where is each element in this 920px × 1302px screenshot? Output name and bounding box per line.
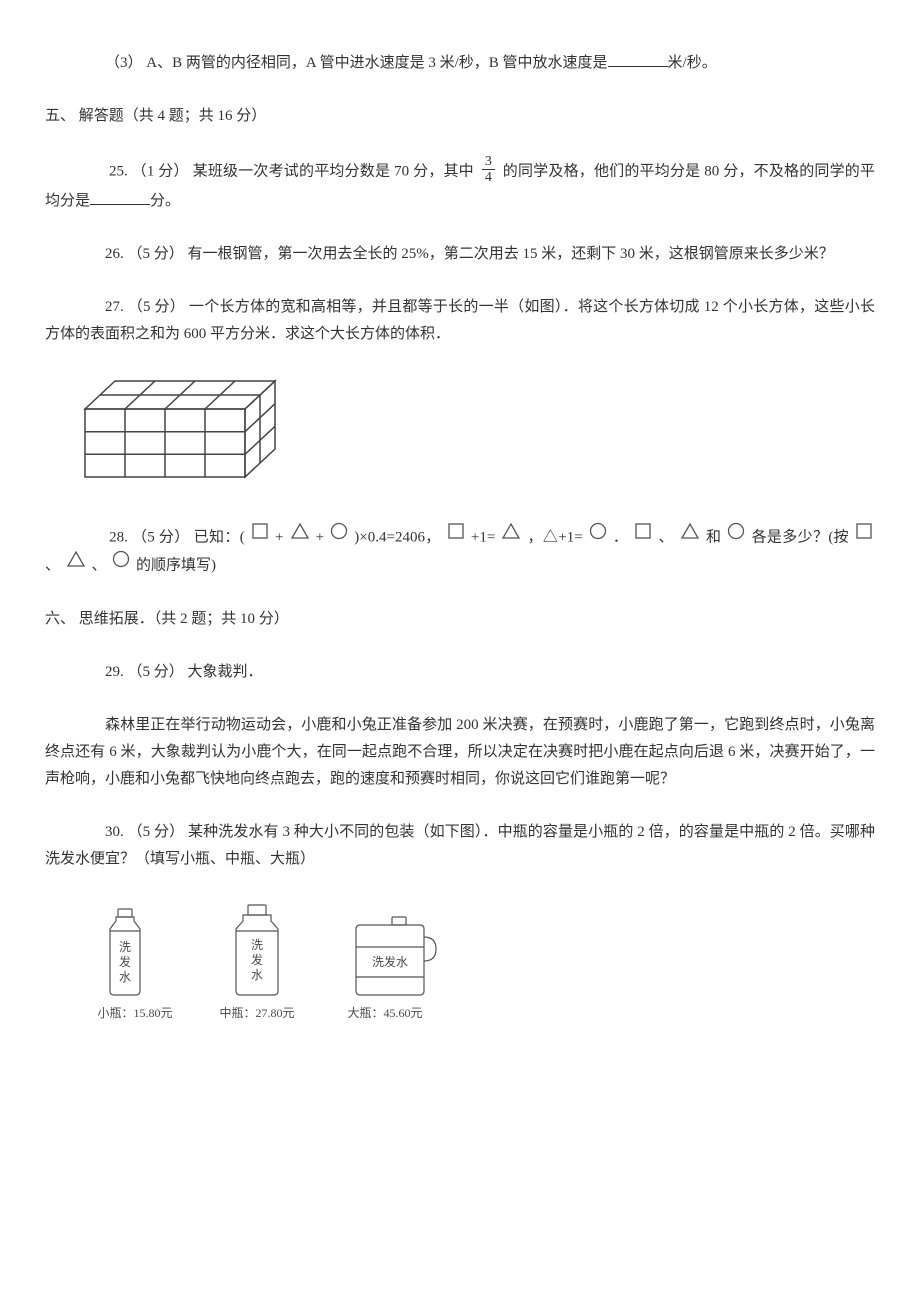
cuboid-figure	[80, 374, 875, 494]
square-icon	[447, 522, 465, 550]
svg-text:发: 发	[251, 952, 263, 967]
bottles-svg: 洗 发 水 小瓶：15.80元 洗 发 水 中瓶：27.80元 洗发水	[80, 899, 500, 1029]
svg-text:发: 发	[119, 954, 131, 969]
q24-3: （3） A、B 两管的内径相同，A 管中进水速度是 3 米/秒，B 管中放水速度…	[45, 50, 875, 77]
q27: 27. （5 分） 一个长方体的宽和高相等，并且都等于长的一半（如图）．将这个长…	[45, 294, 875, 348]
q28-e1: )×0.4=2406，	[354, 529, 440, 545]
q26: 26. （5 分） 有一根钢管，第一次用去全长的 25%，第二次用去 15 米，…	[45, 241, 875, 268]
bottles-figure: 洗 发 水 小瓶：15.80元 洗 发 水 中瓶：27.80元 洗发水	[80, 899, 875, 1039]
circle-icon	[727, 522, 745, 550]
q28-plus1: +	[275, 529, 288, 545]
circle-icon	[112, 550, 130, 578]
svg-text:水: 水	[119, 970, 131, 984]
triangle-icon	[680, 522, 700, 550]
q24-3-post: 米/秒。	[668, 55, 717, 71]
triangle-icon	[290, 522, 310, 550]
q25-post: 分。	[150, 193, 180, 209]
svg-text:水: 水	[251, 968, 263, 982]
q25-frac-num: 3	[482, 154, 495, 170]
section-5-header: 五、 解答题（共 4 题；共 16 分）	[45, 103, 875, 130]
q25-frac-den: 4	[482, 170, 495, 185]
svg-text:洗: 洗	[119, 940, 131, 954]
q28-e7: 的顺序填写)	[136, 557, 216, 573]
q24-3-pre: （3） A、B 两管的内径相同，A 管中进水速度是 3 米/秒，B 管中放水速度…	[105, 55, 608, 71]
triangle-icon	[66, 550, 86, 578]
square-icon	[855, 522, 873, 550]
q28-e3: ，△+1=	[528, 529, 587, 545]
large-bottle-caption: 大瓶：45.60元	[347, 1006, 422, 1020]
cuboid-svg	[80, 374, 285, 484]
svg-text:洗发水: 洗发水	[372, 954, 408, 969]
q28-pre: 28. （5 分） 已知：(	[109, 529, 249, 545]
q25-blank	[90, 190, 150, 205]
q29-title: 29. （5 分） 大象裁判．	[45, 659, 875, 686]
medium-bottle-caption: 中瓶：27.80元	[219, 1005, 294, 1020]
small-bottle-caption: 小瓶：15.80元	[97, 1006, 172, 1020]
q25: 25. （1 分） 某班级一次考试的平均分数是 70 分，其中 3 4 的同学及…	[45, 156, 875, 215]
circle-icon	[589, 522, 607, 550]
triangle-icon	[501, 522, 521, 550]
q28-e5: 和	[706, 529, 725, 545]
square-icon	[251, 522, 269, 550]
svg-text:洗: 洗	[251, 938, 263, 952]
q28-plus2: +	[316, 529, 329, 545]
section-6-header: 六、 思维拓展．（共 2 题；共 10 分）	[45, 606, 875, 633]
q28-e6: 各是多少？(按	[752, 529, 854, 545]
q28-e4: ．	[613, 529, 628, 545]
q28-c0: 、	[658, 529, 673, 545]
square-icon	[634, 522, 652, 550]
q28-c2: 、	[92, 557, 111, 573]
q25-pre: 25. （1 分） 某班级一次考试的平均分数是 70 分，其中	[109, 163, 478, 179]
q28-e2: +1=	[471, 529, 500, 545]
q28-c1: 、	[45, 557, 64, 573]
q24-3-blank	[608, 52, 668, 67]
circle-icon	[330, 522, 348, 550]
q28: 28. （5 分） 已知：( + + )×0.4=2406， +1= ，△+1=…	[45, 524, 875, 580]
q30: 30. （5 分） 某种洗发水有 3 种大小不同的包装（如下图）．中瓶的容量是小…	[45, 819, 875, 873]
q29-body: 森林里正在举行动物运动会，小鹿和小兔正准备参加 200 米决赛，在预赛时，小鹿跑…	[45, 712, 875, 793]
q25-fraction: 3 4	[482, 154, 495, 186]
